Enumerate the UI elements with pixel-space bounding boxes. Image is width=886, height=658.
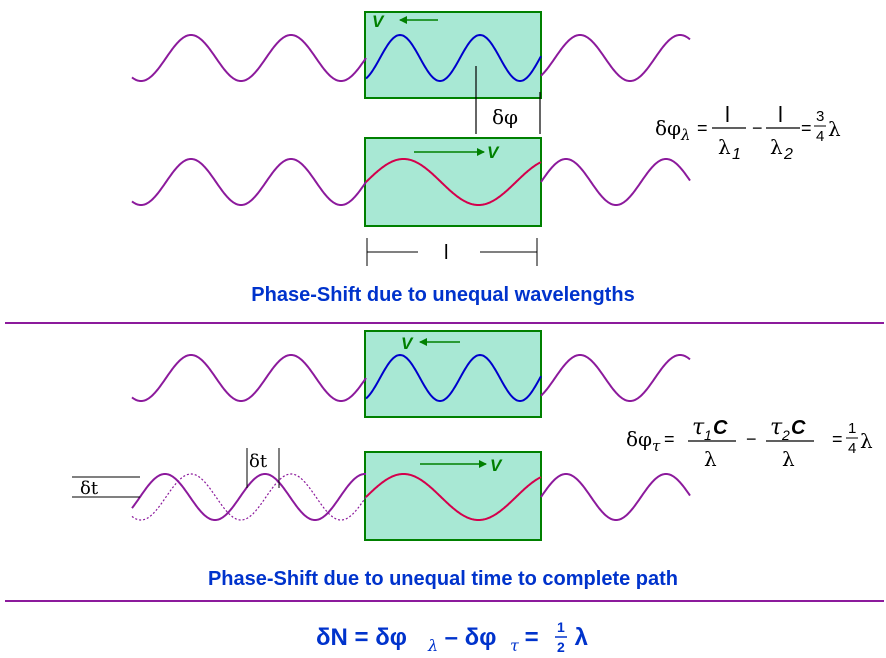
formula2-minus: − <box>746 429 757 449</box>
formula2-frac2-tau: τ <box>770 415 783 440</box>
panel2-top-box <box>364 330 542 418</box>
delta-t-left-label: δt <box>80 478 99 499</box>
panel1-bottom-wave-inside <box>365 158 542 206</box>
panel2-top-wave-left <box>131 354 367 402</box>
formula2-tail: λ <box>860 429 873 453</box>
formula1-minus: − <box>752 118 763 138</box>
formula1-frac1-den: λ <box>718 135 731 159</box>
panel2-bottom-v: V <box>490 456 503 475</box>
formula2-frac2-c: C <box>791 417 806 439</box>
panel2-bottom-box <box>364 451 542 541</box>
formula2-frac3-num: 1 <box>848 420 856 437</box>
length-label: l <box>444 242 448 264</box>
panel2-top-wave-inside <box>365 353 542 403</box>
panel1-top-wave-right <box>540 34 691 82</box>
formula2-frac1-c: C <box>713 417 728 439</box>
panel2-formula: δφ τ = τ 1 C λ − τ 2 C λ = 1 4 λ <box>626 415 873 471</box>
final-tail: λ <box>568 624 588 651</box>
panel1-top-box <box>364 11 542 99</box>
formula2-eq2: = <box>832 429 843 449</box>
formula2-frac1-den: λ <box>704 447 717 471</box>
formula1-frac1-den-sub: 1 <box>732 146 741 163</box>
final-frac-num: 1 <box>557 619 565 635</box>
formula1-frac2-num: l <box>778 102 783 127</box>
delta-phi-label: δφ <box>492 105 518 129</box>
formula2-lhs-sub: τ <box>652 437 661 455</box>
panel2-bottom-wave-left <box>131 473 366 521</box>
formula1-frac2-den-sub: 2 <box>783 146 793 163</box>
formula1-frac2-den: λ <box>770 135 783 159</box>
formula1-frac1-num: l <box>725 102 730 127</box>
final-mid: – δφ <box>438 624 496 651</box>
final-lhs: δN = δφ <box>316 624 407 651</box>
final-sub2: τ <box>510 636 520 655</box>
formula2-frac1-sub: 1 <box>704 427 712 443</box>
formula2-frac2-den: λ <box>782 447 795 471</box>
final-frac-den: 2 <box>557 639 565 655</box>
panel1-bottom-wave-left <box>131 158 367 206</box>
panel1-formula: δφ λ = l λ 1 − l λ 2 = 3 4 λ <box>655 102 841 163</box>
formula2-eq1: = <box>664 429 675 449</box>
final-equation: δN = δφ λ – δφ τ = 1 2 λ <box>316 619 588 655</box>
panel2-bottom-wave-right <box>540 473 691 521</box>
final-eq: = <box>518 624 545 651</box>
formula2-lhs: δφ <box>626 427 652 451</box>
formula1-eq2: = <box>801 118 812 138</box>
formula2-frac1-tau: τ <box>692 415 705 440</box>
panel1-caption: Phase-Shift due to unequal wavelengths <box>251 284 635 306</box>
formula1-lhs: δφ <box>655 116 681 140</box>
final-sub1: λ <box>427 636 438 655</box>
formula1-lhs-sub: λ <box>680 126 691 144</box>
panel2-bottom-wave-inside <box>365 473 542 521</box>
formula2-frac2-sub: 2 <box>781 427 790 443</box>
panel1-bottom-v: V <box>487 143 500 162</box>
panel2-top-v: V <box>401 334 414 353</box>
panel2-top-wave-right <box>540 354 691 402</box>
delta-t-mid-label: δt <box>249 451 268 472</box>
panel1-bottom-wave-right <box>540 158 691 206</box>
formula1-frac3-num: 3 <box>816 108 824 125</box>
panel1-top-wave-left <box>131 34 367 82</box>
panel1-top-wave-inside <box>365 33 542 83</box>
formula1-tail: λ <box>828 117 841 141</box>
formula1-frac3-den: 4 <box>816 128 824 145</box>
panel2-dotted-wave <box>131 473 367 521</box>
panel2-caption: Phase-Shift due to unequal time to compl… <box>207 568 679 590</box>
panel1-top-v: V <box>372 12 385 31</box>
formula1-eq1: = <box>697 118 708 138</box>
formula2-frac3-den: 4 <box>848 440 856 457</box>
